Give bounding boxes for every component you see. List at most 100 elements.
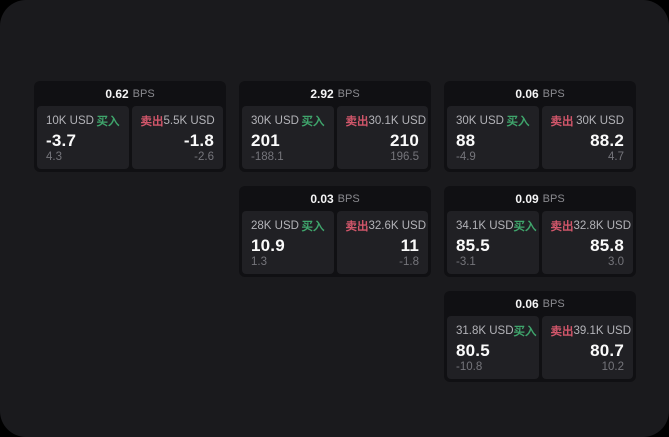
buy-amount: 30K USD [456,115,504,127]
sell-amount: 39.1K USD [573,325,632,337]
buy-sub-value: -188.1 [251,150,284,163]
buy-panel[interactable]: 30K USD 买入 201 -188.1 [242,106,334,169]
buy-sub-value: -3.1 [456,255,476,268]
sell-panel-header: 卖出 30K USD [551,113,625,129]
buy-panel-header: 31.8K USD 买入 [456,323,537,339]
sell-side-label: 卖出 [345,116,369,128]
buy-panel-header: 28K USD 买入 [251,218,325,234]
quote-panels: 30K USD 买入 88 -4.9 卖出 30K USD 88.2 4.7 [444,106,636,172]
bps-value: 0.62 [105,86,129,101]
quote-grid: 0.62 BPS 10K USD 买入 -3.7 4.3 卖出 5.5K USD… [34,81,636,382]
bps-unit-label: BPS [542,192,565,205]
sell-panel-header: 卖出 39.1K USD [550,323,632,339]
bps-value: 0.06 [515,86,539,101]
bps-unit-label: BPS [132,87,155,100]
sell-sub-value: 4.7 [608,150,624,163]
quote-panels: 10K USD 买入 -3.7 4.3 卖出 5.5K USD -1.8 -2.… [34,106,226,172]
sell-panel[interactable]: 卖出 32.6K USD 11 -1.8 [336,211,428,274]
quote-card: 2.92 BPS 30K USD 买入 201 -188.1 卖出 30.1K … [239,81,431,172]
buy-price: 88 [456,130,476,150]
buy-side-label: 买入 [506,116,530,128]
buy-panel-header: 30K USD 买入 [456,113,530,129]
sell-panel-header: 卖出 32.8K USD [550,218,632,234]
buy-side-label: 买入 [301,221,325,233]
bps-value: 2.92 [310,86,334,101]
sell-side-label: 卖出 [550,116,574,128]
sell-price: 85.8 [590,235,624,255]
bps-header: 0.06 BPS [444,81,636,106]
bps-unit-label: BPS [542,297,565,310]
sell-price: 210 [390,130,419,150]
buy-panel[interactable]: 34.1K USD 买入 85.5 -3.1 [447,211,539,274]
sell-price: 11 [400,235,419,255]
sell-panel[interactable]: 卖出 5.5K USD -1.8 -2.6 [131,106,223,169]
sell-sub-value: 196.5 [390,150,419,163]
buy-panel[interactable]: 10K USD 买入 -3.7 4.3 [37,106,129,169]
sell-amount: 5.5K USD [163,115,215,127]
sell-price: -1.8 [183,130,214,150]
sell-side-label: 卖出 [345,221,369,233]
buy-amount: 31.8K USD [456,325,514,337]
buy-side-label: 买入 [301,116,325,128]
quote-panels: 28K USD 买入 10.9 1.3 卖出 32.6K USD 11 -1.8 [239,211,431,277]
buy-amount: 34.1K USD [456,220,514,232]
sell-sub-value: 3.0 [608,255,624,268]
quote-card: 0.03 BPS 28K USD 买入 10.9 1.3 卖出 32.6K US… [239,186,431,277]
bps-value: 0.06 [515,296,539,311]
buy-price: 201 [251,130,280,150]
quote-card: 0.06 BPS 30K USD 买入 88 -4.9 卖出 30K USD 8… [444,81,636,172]
buy-price: 10.9 [251,235,285,255]
sell-amount: 32.8K USD [573,220,632,232]
sell-amount: 30K USD [576,115,624,127]
quote-card: 0.09 BPS 34.1K USD 买入 85.5 -3.1 卖出 32.8K… [444,186,636,277]
sell-side-label: 卖出 [140,116,164,128]
buy-sub-value: 4.3 [46,150,62,163]
buy-side-label: 买入 [513,221,537,233]
sell-panel-header: 卖出 32.6K USD [345,218,427,234]
sell-side-label: 卖出 [550,221,574,233]
buy-sub-value: -4.9 [456,150,476,163]
bps-unit-label: BPS [337,87,360,100]
sell-sub-value: -2.6 [194,150,214,163]
sell-amount: 32.6K USD [368,220,427,232]
sell-panel[interactable]: 卖出 30.1K USD 210 196.5 [336,106,428,169]
buy-sub-value: -10.8 [456,360,483,373]
quote-card: 0.06 BPS 31.8K USD 买入 80.5 -10.8 卖出 39.1… [444,291,636,382]
bps-header: 0.09 BPS [444,186,636,211]
sell-panel-header: 卖出 5.5K USD [141,113,215,129]
buy-amount: 28K USD [251,220,299,232]
sell-sub-value: 10.2 [601,360,624,373]
sell-panel[interactable]: 卖出 30K USD 88.2 4.7 [541,106,633,169]
bps-value: 0.03 [310,191,334,206]
sell-amount: 30.1K USD [368,115,427,127]
buy-panel[interactable]: 30K USD 买入 88 -4.9 [447,106,539,169]
buy-sub-value: 1.3 [251,255,267,268]
bps-header: 2.92 BPS [239,81,431,106]
sell-side-label: 卖出 [550,326,574,338]
buy-price: -3.7 [46,130,77,150]
buy-panel[interactable]: 31.8K USD 买入 80.5 -10.8 [447,316,539,379]
sell-sub-value: -1.8 [399,255,419,268]
sell-price: 80.7 [590,340,624,360]
buy-side-label: 买入 [513,326,537,338]
sell-panel[interactable]: 卖出 32.8K USD 85.8 3.0 [541,211,633,274]
sell-panel[interactable]: 卖出 39.1K USD 80.7 10.2 [541,316,633,379]
buy-panel-header: 30K USD 买入 [251,113,325,129]
quote-card: 0.62 BPS 10K USD 买入 -3.7 4.3 卖出 5.5K USD… [34,81,226,172]
buy-price: 85.5 [456,235,490,255]
sell-panel-header: 卖出 30.1K USD [345,113,427,129]
bps-header: 0.03 BPS [239,186,431,211]
quote-panels: 30K USD 买入 201 -188.1 卖出 30.1K USD 210 1… [239,106,431,172]
buy-panel-header: 10K USD 买入 [46,113,120,129]
sell-price: 88.2 [590,130,624,150]
buy-panel-header: 34.1K USD 买入 [456,218,537,234]
bps-header: 0.06 BPS [444,291,636,316]
quote-panels: 34.1K USD 买入 85.5 -3.1 卖出 32.8K USD 85.8… [444,211,636,277]
bps-unit-label: BPS [542,87,565,100]
quote-panels: 31.8K USD 买入 80.5 -10.8 卖出 39.1K USD 80.… [444,316,636,382]
buy-price: 80.5 [456,340,490,360]
buy-side-label: 买入 [96,116,120,128]
buy-panel[interactable]: 28K USD 买入 10.9 1.3 [242,211,334,274]
bps-unit-label: BPS [337,192,360,205]
